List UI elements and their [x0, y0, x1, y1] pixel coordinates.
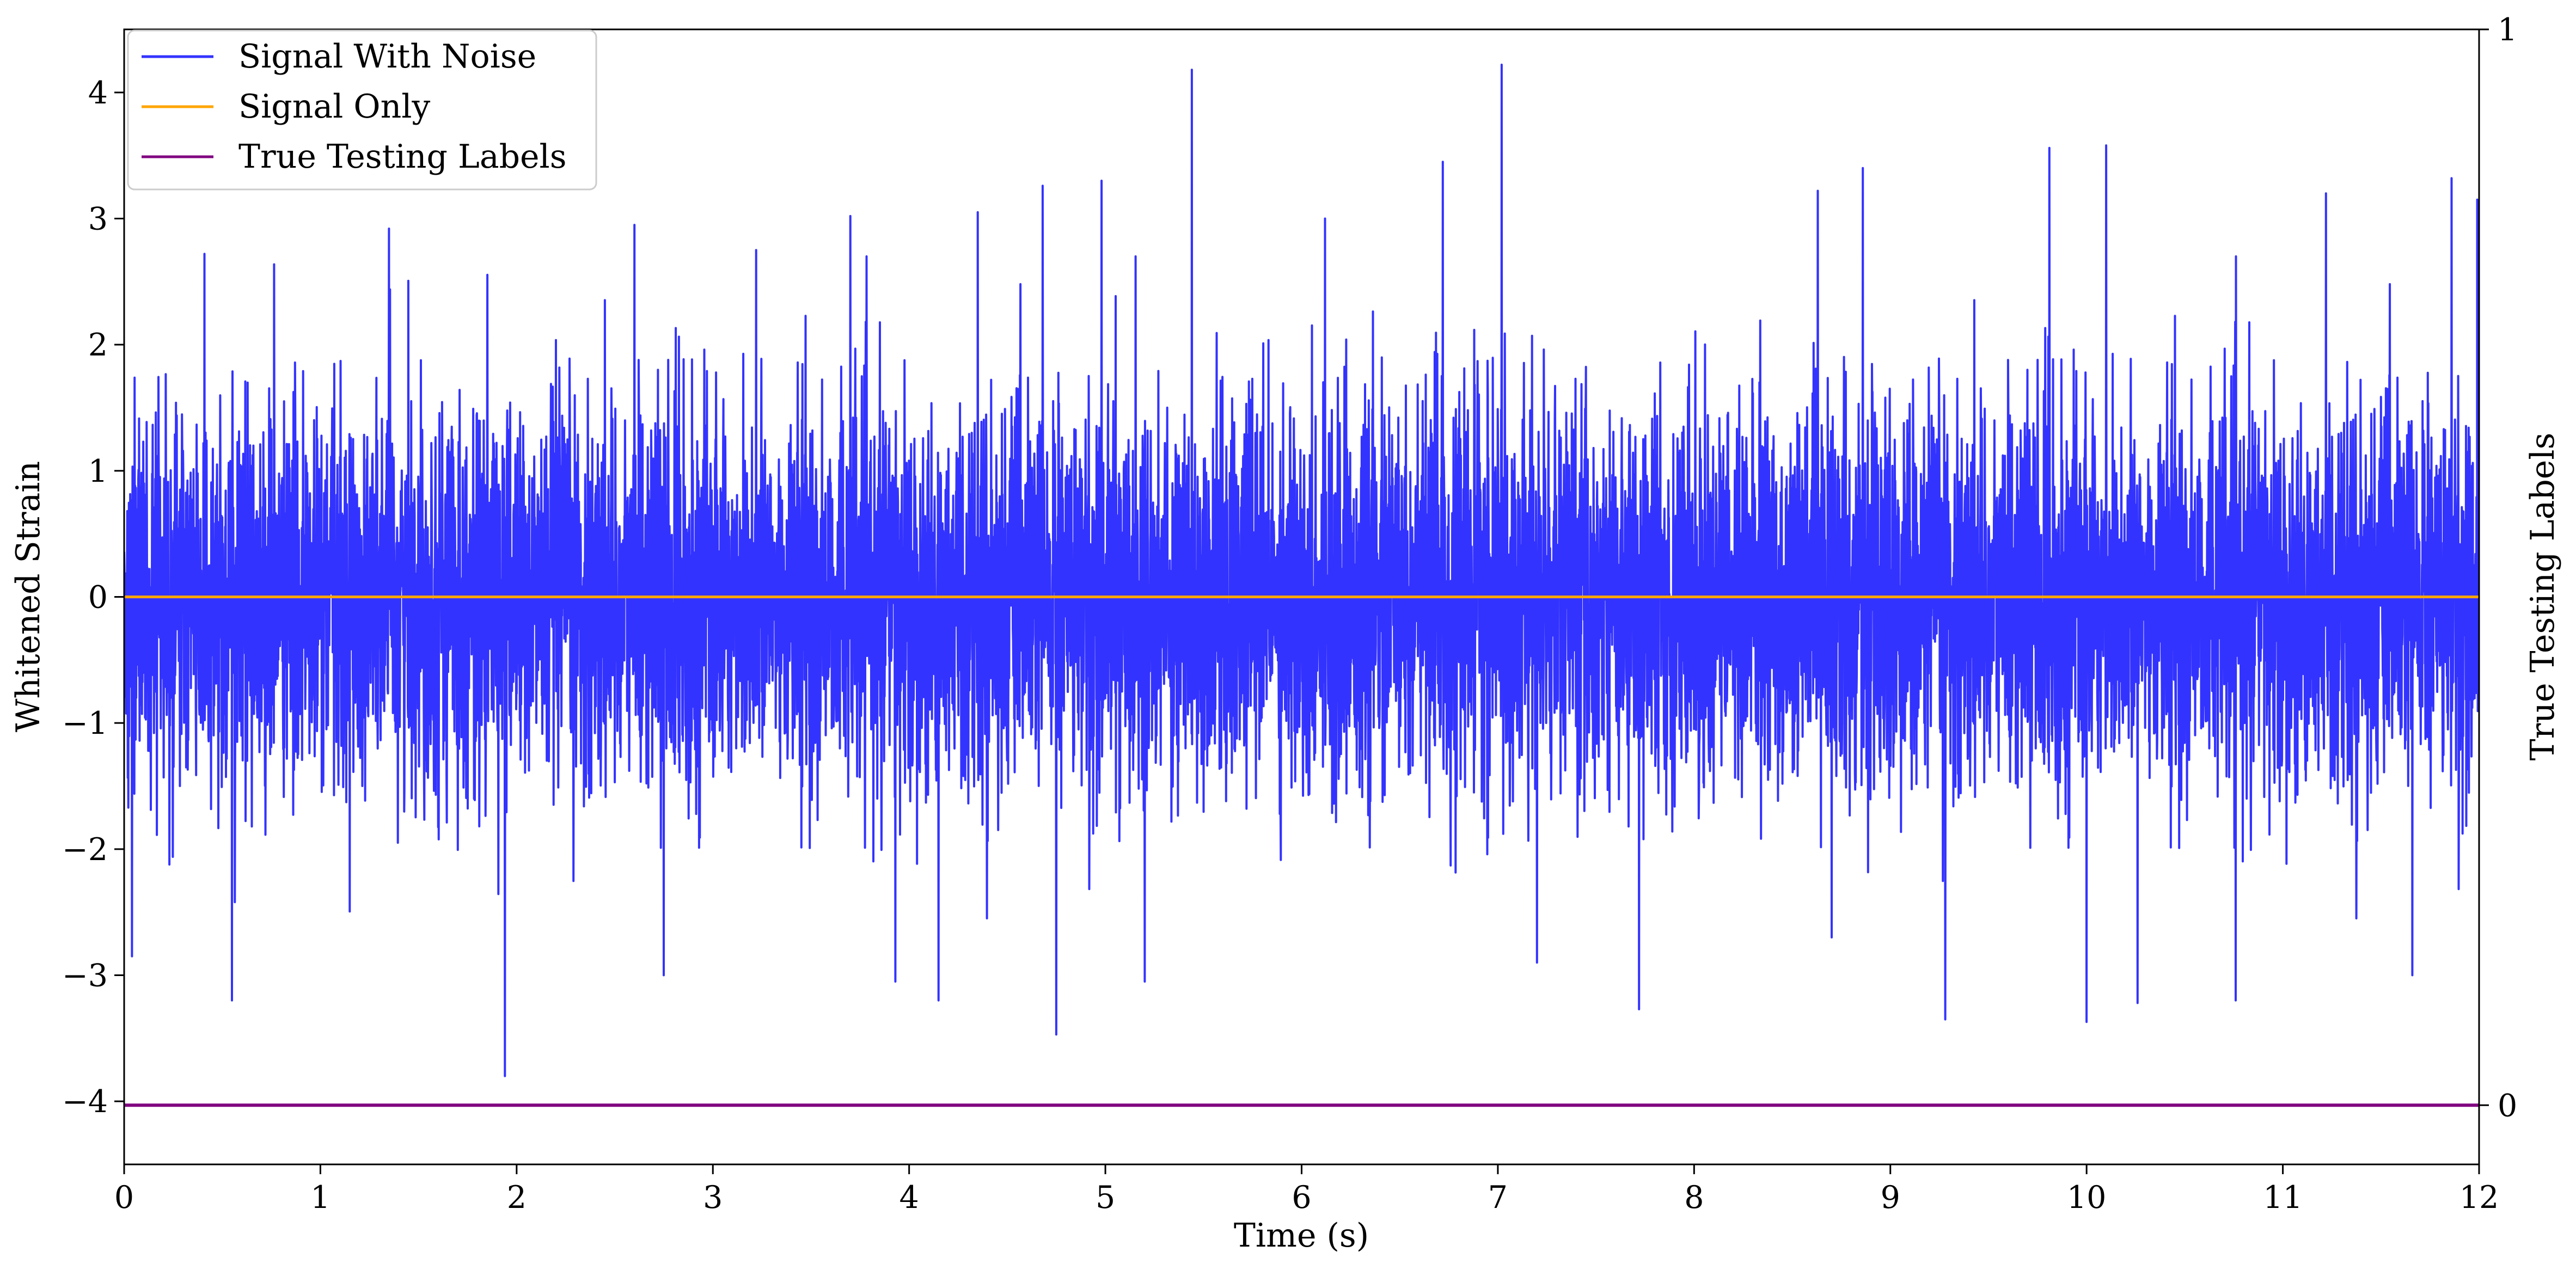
x-tick-label: 8 [1684, 1180, 1704, 1216]
series-layer [124, 63, 2479, 1107]
y-axis: −4 −3 −2 −1 0 1 2 3 4 [62, 75, 124, 1120]
y-tick-label: −3 [62, 958, 108, 994]
x-tick-label: 7 [1488, 1180, 1508, 1216]
series-signal-with-noise [124, 63, 2479, 1077]
x-tick-label: 12 [2459, 1180, 2499, 1216]
x-tick-label: 9 [1881, 1180, 1900, 1216]
x-tick-label: 11 [2263, 1180, 2303, 1216]
legend-label-signal-with-noise: Signal With Noise [238, 38, 536, 76]
x-tick-label: 2 [507, 1180, 527, 1216]
y-axis-label: Whitened Strain [9, 461, 47, 732]
legend-label-signal-only: Signal Only [238, 88, 430, 126]
y-tick-label: 2 [88, 327, 108, 363]
y-tick-label: 3 [88, 201, 108, 237]
y-tick-label: 0 [88, 580, 108, 616]
x-tick-label: 5 [1096, 1180, 1115, 1216]
y2-tick-label: 0 [2498, 1088, 2517, 1124]
legend: Signal With Noise Signal Only True Testi… [127, 29, 597, 191]
y-tick-label: 4 [88, 75, 108, 111]
y-tick-label: −1 [62, 705, 108, 741]
x-axis-label: Time (s) [1234, 1217, 1369, 1255]
y2-axis: 01 [2479, 12, 2517, 1124]
x-tick-label: 6 [1292, 1180, 1311, 1216]
legend-box [127, 29, 597, 191]
legend-label-true-testing-labels: True Testing Labels [238, 138, 567, 176]
x-tick-label: 4 [900, 1180, 919, 1216]
y2-tick-label: 1 [2498, 12, 2517, 48]
y-tick-label: 1 [88, 453, 108, 489]
x-tick-label: 3 [703, 1180, 723, 1216]
y-tick-label: −2 [62, 832, 108, 868]
x-tick-label: 10 [2067, 1180, 2107, 1216]
y-tick-label: −4 [62, 1084, 108, 1120]
x-tick-label: 1 [310, 1180, 330, 1216]
y2-axis-label: True Testing Labels [2524, 433, 2562, 761]
x-tick-label: 0 [114, 1180, 134, 1216]
x-axis: 0 1 2 3 4 5 6 7 8 9 10 11 12 [114, 1164, 2499, 1216]
